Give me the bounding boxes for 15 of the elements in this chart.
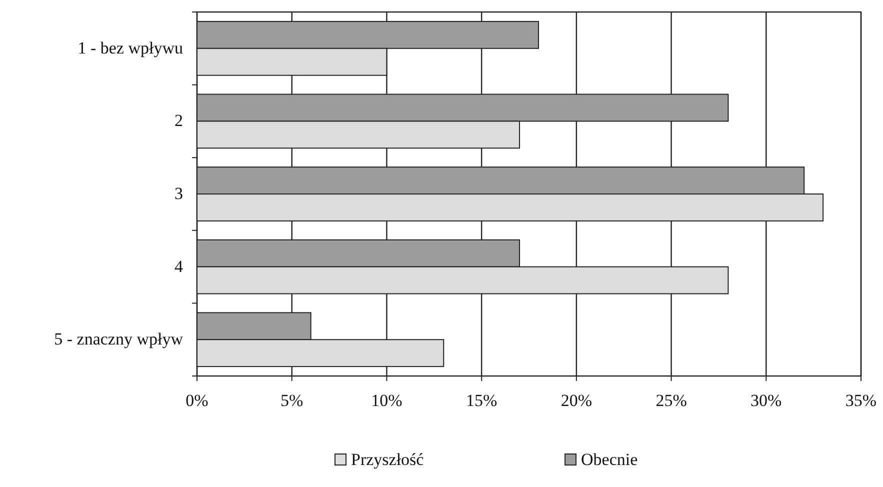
x-tick-label: 25% (656, 391, 687, 410)
y-tick-label: 3 (174, 184, 183, 203)
legend-label: Przyszłość (351, 450, 424, 469)
legend-label: Obecnie (581, 450, 638, 469)
x-tick-label: 35% (845, 391, 877, 410)
y-tick-label: 1 - bez wpływu (78, 38, 184, 58)
x-tick-label: 30% (750, 391, 782, 410)
x-tick-label: 20% (560, 391, 592, 410)
x-tick-label: 10% (371, 391, 402, 410)
y-tick-label: 5 - znaczny wpływ (54, 330, 184, 349)
x-tick-label: 5% (280, 391, 304, 410)
y-tick-label: 2 (174, 111, 183, 130)
x-tick-label: 0% (186, 391, 208, 410)
x-tick-label: 15% (466, 391, 498, 410)
y-tick-label: 4 (174, 256, 184, 276)
